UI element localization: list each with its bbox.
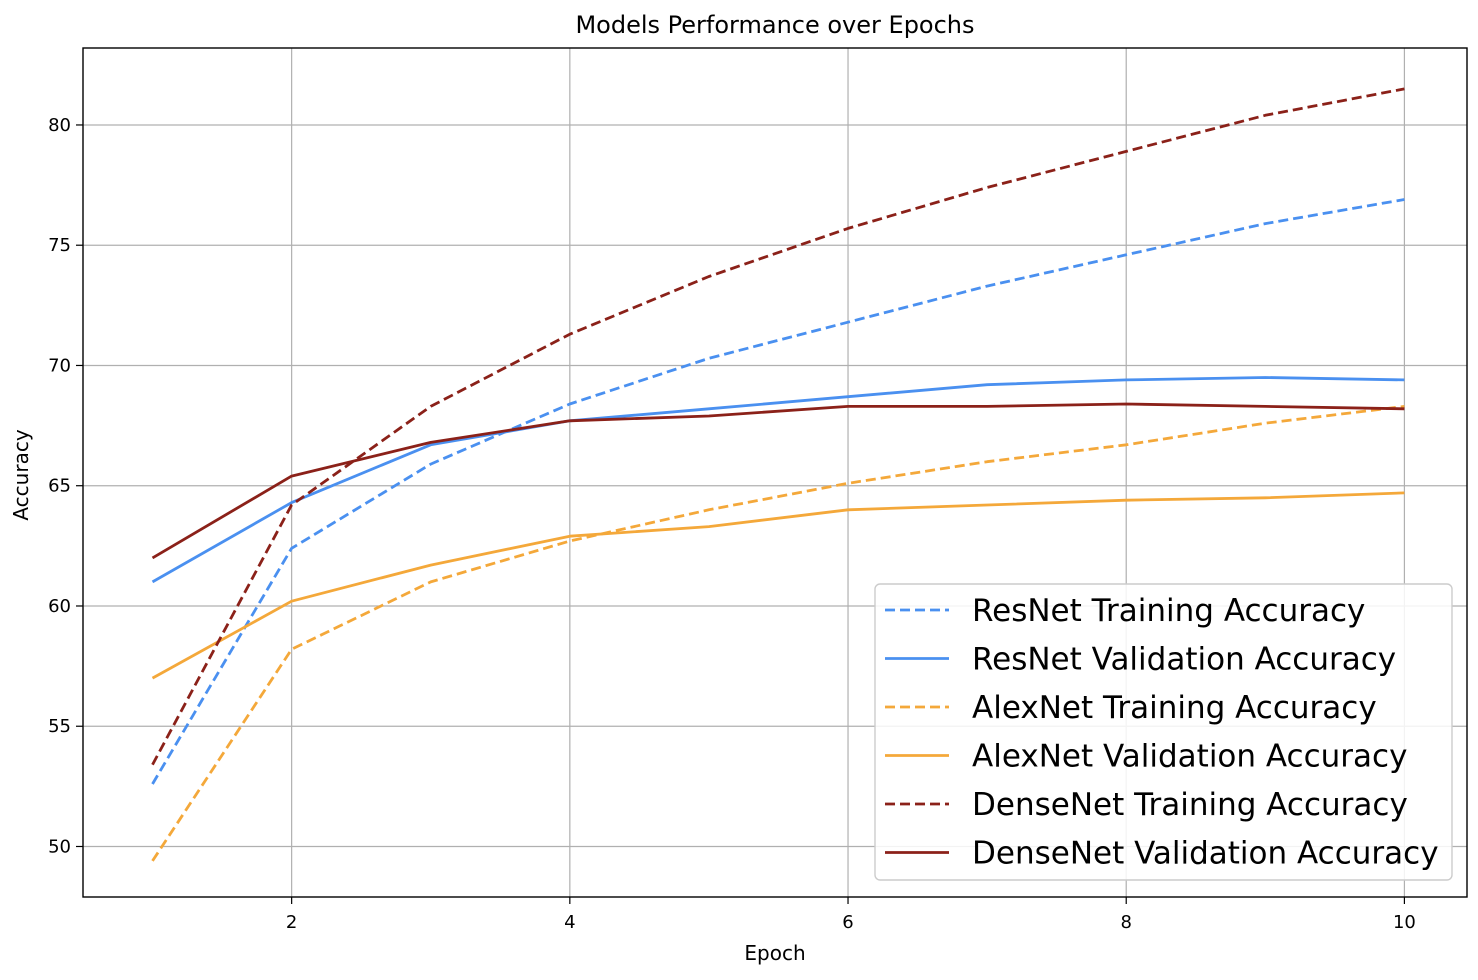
legend-entry-label: AlexNet Training Accuracy [972, 690, 1377, 726]
series-line-densenet-training-accuracy [151, 87, 1405, 766]
y-tick-label: 70 [48, 355, 71, 376]
legend-entry-label: DenseNet Validation Accuracy [972, 836, 1439, 872]
y-tick-label: 50 [48, 836, 71, 857]
legend-entry-label: DenseNet Training Accuracy [972, 787, 1408, 823]
y-tick-label: 55 [48, 716, 71, 737]
y-tick-label: 60 [48, 596, 71, 617]
axis-ticks: 2 4 6 8 10 50 55 60 65 70 75 80 [48, 115, 1416, 933]
x-tick-label: 10 [1393, 912, 1416, 933]
series-line-alexnet-training-accuracy [151, 405, 1405, 862]
series-lines [151, 87, 1405, 862]
y-tick-label: 80 [48, 115, 71, 136]
series-line-resnet-training-accuracy [151, 198, 1405, 785]
series-line-alexnet-validation-accuracy [151, 491, 1405, 680]
x-tick-label: 2 [286, 912, 297, 933]
plot-frame [82, 47, 1468, 898]
grid-lines [83, 48, 1467, 897]
legend-entry-label: ResNet Validation Accuracy [972, 642, 1396, 678]
legend-box [874, 583, 1453, 881]
x-tick-label: 4 [564, 912, 575, 933]
x-tick-label: 8 [1120, 912, 1131, 933]
x-axis-label: Epoch [744, 941, 805, 965]
y-tick-label: 65 [48, 476, 71, 497]
legend-entry-label: ResNet Training Accuracy [972, 593, 1365, 629]
y-tick-label: 75 [48, 235, 71, 256]
legend-entry-label: AlexNet Validation Accuracy [972, 739, 1407, 775]
y-axis-label: Accuracy [9, 429, 33, 520]
legend: ResNet Training Accuracy ResNet Validatio… [874, 583, 1453, 881]
series-line-densenet-validation-accuracy [151, 402, 1405, 560]
x-tick-label: 6 [842, 912, 853, 933]
series-line-resnet-validation-accuracy [151, 376, 1405, 584]
chart-title: Models Performance over Epochs [575, 11, 974, 39]
